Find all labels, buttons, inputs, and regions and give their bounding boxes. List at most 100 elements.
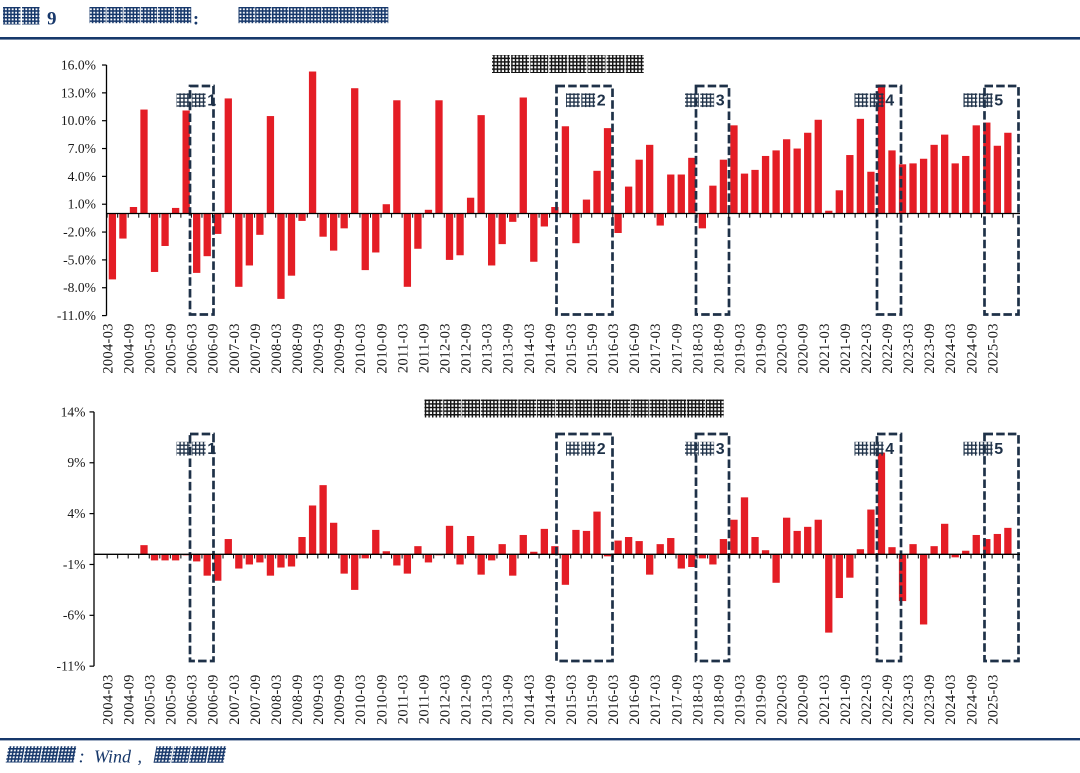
svg-text:4: 4: [885, 441, 894, 458]
svg-text:2022-03: 2022-03: [859, 674, 875, 724]
svg-text:2020-03: 2020-03: [775, 323, 791, 373]
svg-text:2015-03: 2015-03: [564, 674, 580, 724]
svg-text:2011-09: 2011-09: [416, 323, 432, 373]
svg-text:2014-09: 2014-09: [543, 674, 559, 724]
svg-text:Wind: Wind: [94, 747, 132, 767]
svg-text:2017-03: 2017-03: [648, 323, 664, 373]
svg-text:2007-03: 2007-03: [227, 674, 243, 724]
svg-text:2022-09: 2022-09: [880, 674, 896, 724]
svg-text:2007-09: 2007-09: [248, 674, 264, 724]
svg-text:2021-09: 2021-09: [838, 323, 854, 373]
svg-text:7.0%: 7.0%: [68, 141, 96, 156]
svg-text:2010-09: 2010-09: [374, 674, 390, 724]
svg-text:2009-03: 2009-03: [311, 674, 327, 724]
svg-text:2020-09: 2020-09: [796, 674, 812, 724]
svg-text:13.0%: 13.0%: [61, 85, 96, 100]
svg-text::: :: [193, 9, 199, 29]
svg-text:2023-09: 2023-09: [922, 674, 938, 724]
svg-text:10.0%: 10.0%: [61, 113, 96, 128]
svg-text:2024-09: 2024-09: [964, 323, 980, 373]
svg-text:9%: 9%: [67, 455, 85, 470]
svg-text:2021-03: 2021-03: [817, 674, 833, 724]
svg-text:-2.0%: -2.0%: [63, 224, 96, 239]
svg-text:2015-09: 2015-09: [585, 674, 601, 724]
svg-text:-11%: -11%: [57, 659, 86, 674]
svg-text:2010-09: 2010-09: [374, 323, 390, 373]
svg-text:-8.0%: -8.0%: [63, 280, 96, 295]
svg-text:2008-03: 2008-03: [269, 674, 285, 724]
svg-text:2020-03: 2020-03: [775, 674, 791, 724]
svg-text:4: 4: [885, 93, 894, 110]
svg-text:2009-09: 2009-09: [332, 674, 348, 724]
svg-text:2012-09: 2012-09: [459, 674, 475, 724]
svg-text:2008-09: 2008-09: [290, 323, 306, 373]
svg-text:2007-03: 2007-03: [227, 323, 243, 373]
svg-text:2009-09: 2009-09: [332, 323, 348, 373]
svg-text:2004-09: 2004-09: [121, 674, 137, 724]
svg-text:5: 5: [994, 441, 1003, 458]
svg-text:2011-03: 2011-03: [395, 323, 411, 373]
svg-text:2004-03: 2004-03: [100, 674, 116, 724]
svg-text:2008-03: 2008-03: [269, 323, 285, 373]
svg-text:2005-09: 2005-09: [164, 674, 180, 724]
svg-text:2012-03: 2012-03: [438, 674, 454, 724]
svg-text:2006-03: 2006-03: [185, 674, 201, 724]
svg-text:2023-03: 2023-03: [901, 674, 917, 724]
svg-text:2017-09: 2017-09: [669, 323, 685, 373]
svg-text:2020-09: 2020-09: [796, 323, 812, 373]
svg-text:2004-09: 2004-09: [121, 323, 137, 373]
svg-text:2018-09: 2018-09: [711, 323, 727, 373]
svg-text:2024-03: 2024-03: [943, 323, 959, 373]
svg-text:2018-03: 2018-03: [690, 323, 706, 373]
svg-text:2019-03: 2019-03: [733, 674, 749, 724]
svg-text:2012-09: 2012-09: [459, 323, 475, 373]
svg-text::: :: [79, 747, 85, 768]
svg-text:2016-03: 2016-03: [606, 674, 622, 724]
svg-text:2016-03: 2016-03: [606, 323, 622, 373]
svg-text:-11.0%: -11.0%: [57, 308, 96, 323]
svg-text:2: 2: [597, 441, 606, 458]
svg-text:2014-09: 2014-09: [543, 323, 559, 373]
svg-text:2017-03: 2017-03: [648, 674, 664, 724]
svg-text:2012-03: 2012-03: [438, 323, 454, 373]
svg-text:2015-09: 2015-09: [585, 323, 601, 373]
svg-text:16.0%: 16.0%: [61, 57, 96, 72]
svg-text:4.0%: 4.0%: [68, 169, 96, 184]
svg-text:3: 3: [716, 93, 725, 110]
svg-text:-1%: -1%: [63, 557, 86, 572]
svg-text:2005-03: 2005-03: [143, 323, 159, 373]
svg-text:2023-09: 2023-09: [922, 323, 938, 373]
svg-text:2009-03: 2009-03: [311, 323, 327, 373]
svg-text:1: 1: [207, 441, 216, 458]
svg-text:2025-03: 2025-03: [985, 674, 1001, 724]
svg-text:5: 5: [994, 93, 1003, 110]
svg-text:2004-03: 2004-03: [100, 323, 116, 373]
svg-text:-6%: -6%: [63, 608, 86, 623]
svg-text:2019-09: 2019-09: [754, 674, 770, 724]
svg-text:2006-09: 2006-09: [206, 323, 222, 373]
svg-text:2019-03: 2019-03: [733, 323, 749, 373]
svg-text:2005-09: 2005-09: [164, 323, 180, 373]
svg-text:2011-09: 2011-09: [416, 674, 432, 724]
svg-text:2025-03: 2025-03: [985, 323, 1001, 373]
svg-text:2015-03: 2015-03: [564, 323, 580, 373]
svg-text:2013-09: 2013-09: [501, 674, 517, 724]
svg-text:2006-09: 2006-09: [206, 674, 222, 724]
svg-text:2013-09: 2013-09: [501, 323, 517, 373]
svg-text:-5.0%: -5.0%: [63, 252, 96, 267]
svg-text:2018-09: 2018-09: [711, 674, 727, 724]
svg-text:1: 1: [207, 93, 216, 110]
svg-text:2014-03: 2014-03: [522, 323, 538, 373]
svg-text:2021-09: 2021-09: [838, 674, 854, 724]
svg-text:2016-09: 2016-09: [627, 674, 643, 724]
svg-text:2021-03: 2021-03: [817, 323, 833, 373]
svg-text:4%: 4%: [67, 506, 85, 521]
svg-text:2022-03: 2022-03: [859, 323, 875, 373]
svg-text:2010-03: 2010-03: [353, 323, 369, 373]
svg-text:2013-03: 2013-03: [480, 674, 496, 724]
svg-text:2017-09: 2017-09: [669, 674, 685, 724]
svg-text:2010-03: 2010-03: [353, 674, 369, 724]
svg-text:2023-03: 2023-03: [901, 323, 917, 373]
svg-text:2006-03: 2006-03: [185, 323, 201, 373]
svg-text:2011-03: 2011-03: [395, 674, 411, 724]
